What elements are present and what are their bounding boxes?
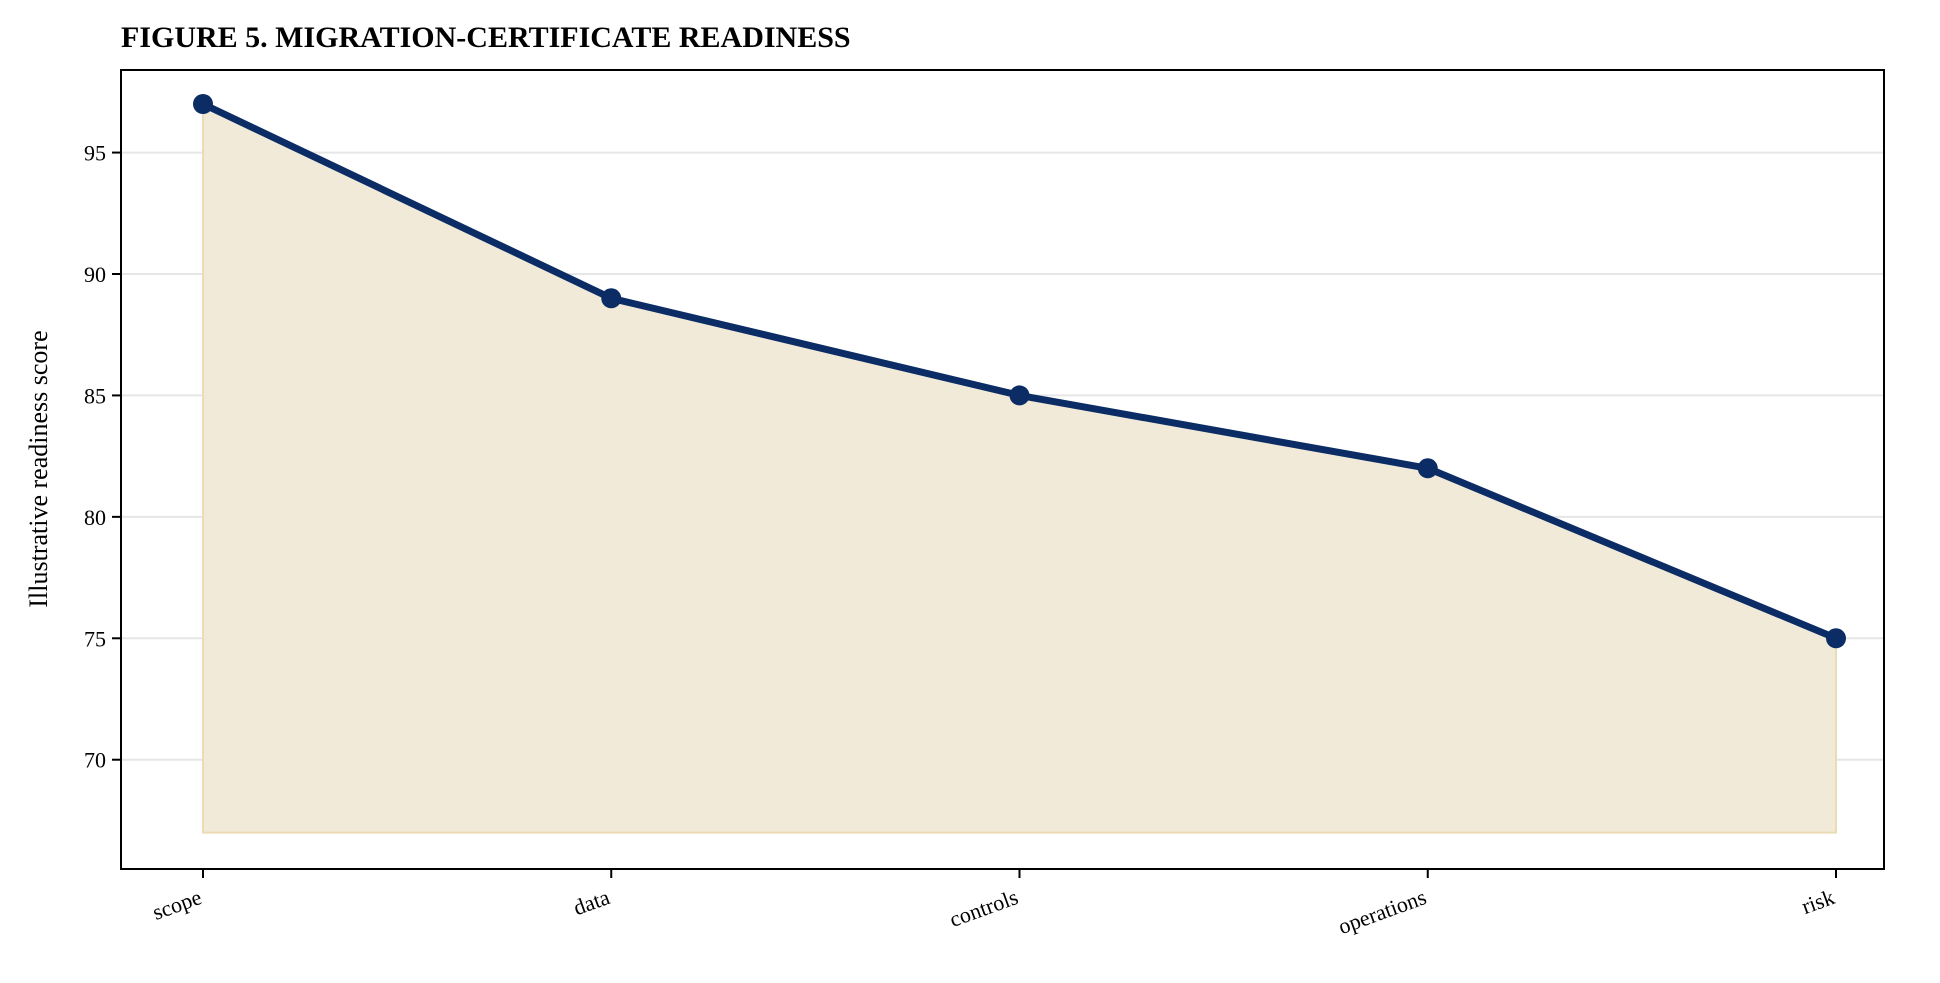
x-tick-label-scope: scope xyxy=(149,884,205,925)
plot-frame xyxy=(120,69,1885,870)
data-point-operations xyxy=(1417,458,1438,479)
y-tick-label: 95 xyxy=(84,141,106,166)
y-tick-label: 75 xyxy=(84,626,106,651)
y-tick-label: 80 xyxy=(84,505,106,530)
chart-title: FIGURE 5. MIGRATION-CERTIFICATE READINES… xyxy=(121,21,851,54)
x-axis-ticks: scope data controls operations risk xyxy=(149,869,1838,939)
area-fill-shape xyxy=(202,102,1837,834)
x-tick-label-data: data xyxy=(570,884,613,920)
y-axis-label: Illustrative readiness score xyxy=(24,330,53,607)
area-fill xyxy=(202,102,1837,834)
data-point-risk xyxy=(1826,628,1846,649)
data-point-controls xyxy=(1009,385,1030,406)
y-tick-label: 70 xyxy=(84,748,106,773)
data-point-data xyxy=(601,288,622,309)
y-tick-label: 85 xyxy=(84,383,106,408)
y-axis-ticks: 70 75 80 85 90 95 xyxy=(84,141,121,773)
data-point-scope xyxy=(193,94,213,114)
data-points xyxy=(193,94,1846,649)
x-tick-label-risk: risk xyxy=(1798,884,1838,919)
x-tick-label-controls: controls xyxy=(946,884,1021,932)
x-tick-label-operations: operations xyxy=(1335,884,1430,939)
y-tick-label: 90 xyxy=(84,262,106,287)
